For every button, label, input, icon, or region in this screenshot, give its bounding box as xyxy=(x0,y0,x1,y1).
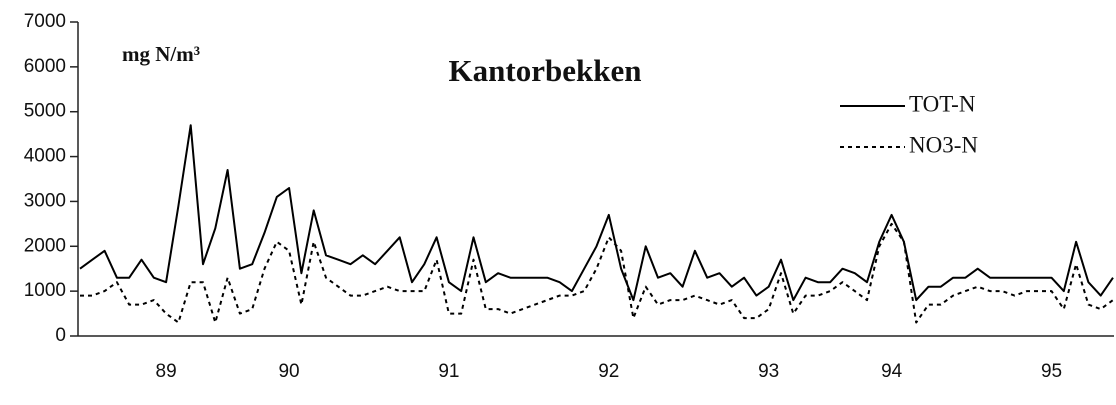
legend-label: TOT-N xyxy=(909,91,976,116)
y-tick-label: 1000 xyxy=(24,280,66,301)
y-tick-label: 0 xyxy=(55,325,66,346)
y-tick-label: 5000 xyxy=(24,101,66,122)
legend: TOT-N NO3-N xyxy=(840,91,978,157)
x-tick-label: 92 xyxy=(598,361,619,382)
chart-title: Kantorbekken xyxy=(449,53,642,88)
x-tick-label: 93 xyxy=(758,361,779,382)
y-tick-label: 2000 xyxy=(24,235,66,256)
series-line xyxy=(80,222,1114,324)
y-tick-label: 3000 xyxy=(24,190,66,211)
x-tick-label: 94 xyxy=(881,361,903,382)
unit-label: mg N/m³ xyxy=(122,42,200,66)
x-tick-label: 91 xyxy=(438,361,459,382)
series-line xyxy=(79,124,1114,302)
y-tick-label: 6000 xyxy=(24,56,66,77)
x-tick-label: 90 xyxy=(278,361,299,382)
legend-label: NO3-N xyxy=(909,132,978,157)
x-tick-label: 89 xyxy=(156,361,177,382)
y-tick-label: 4000 xyxy=(24,146,66,167)
x-tick-label: 95 xyxy=(1041,361,1062,382)
y-tick-label: 7000 xyxy=(24,11,66,32)
